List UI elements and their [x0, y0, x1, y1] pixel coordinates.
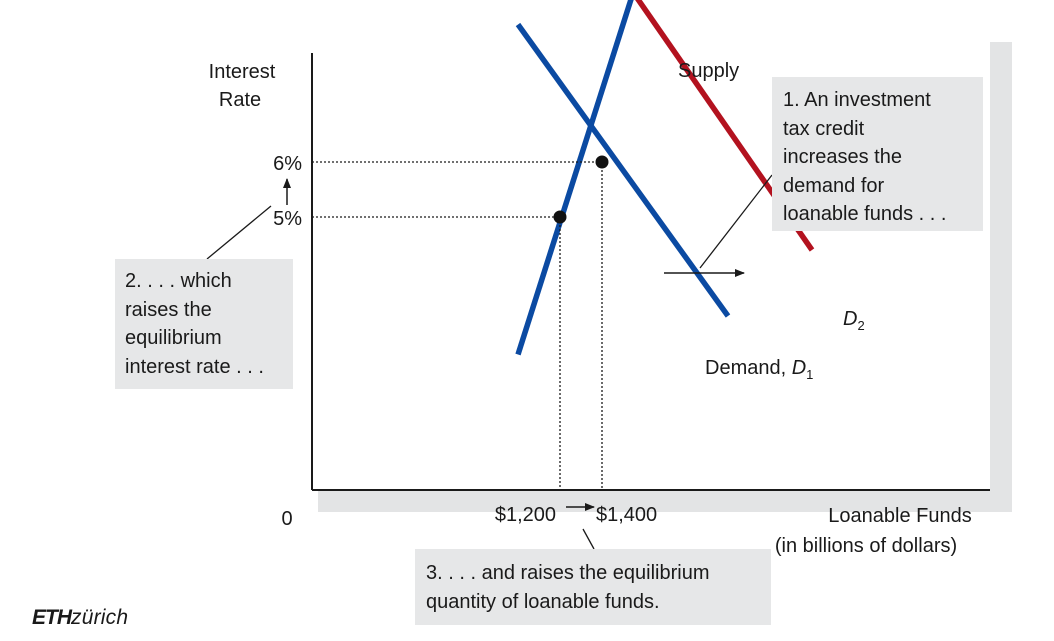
y-tick-label-low: 5% — [273, 208, 302, 230]
equilibrium-point-1 — [553, 210, 567, 224]
demand-d1-label: Demand, D1 — [705, 357, 813, 382]
guide-layer — [312, 161, 603, 490]
demand-d2-label: D2 — [843, 308, 865, 333]
demand-d1-label-sub: 1 — [806, 367, 813, 382]
demand-d2-label-base: D — [843, 308, 857, 330]
demand-d1-label-text: Demand, — [705, 357, 792, 379]
y-tick-label-high: 6% — [273, 153, 302, 175]
supply-curve-label: Supply — [678, 60, 739, 82]
x-tick-label-low: $1,200 — [495, 504, 556, 526]
supply-curve — [515, 0, 634, 356]
x-tick-label-high: $1,400 — [596, 504, 657, 526]
note-raises-quantity: 3. . . . and raises the equilibrium quan… — [415, 549, 771, 625]
note2-leader — [206, 205, 272, 260]
eth-zurich-logo: ETHzürich — [32, 606, 128, 630]
demand-d1-label-base: D — [792, 357, 806, 379]
note-investment-tax-credit: 1. An investment tax credit increases th… — [772, 77, 983, 231]
origin-label: 0 — [281, 508, 292, 530]
note-raises-interest-rate: 2. . . . which raises the equilibrium in… — [115, 259, 293, 389]
demand-d2-label-sub: 2 — [857, 318, 864, 333]
x-axis-label-line1: Loanable Funds — [828, 505, 971, 527]
marker-layer — [553, 155, 609, 224]
note3-leader — [582, 528, 595, 550]
x-axis-label-line2: (in billions of dollars) — [775, 535, 957, 557]
equilibrium-point-2 — [595, 155, 609, 169]
logo-zurich: zürich — [71, 606, 129, 629]
y-axis-label-line1: Interest — [209, 61, 276, 83]
note1-leader — [699, 174, 773, 269]
logo-eth: ETH — [32, 606, 72, 629]
y-axis-label-line2: Rate — [219, 89, 261, 111]
demand-curve-d1 — [515, 22, 731, 318]
